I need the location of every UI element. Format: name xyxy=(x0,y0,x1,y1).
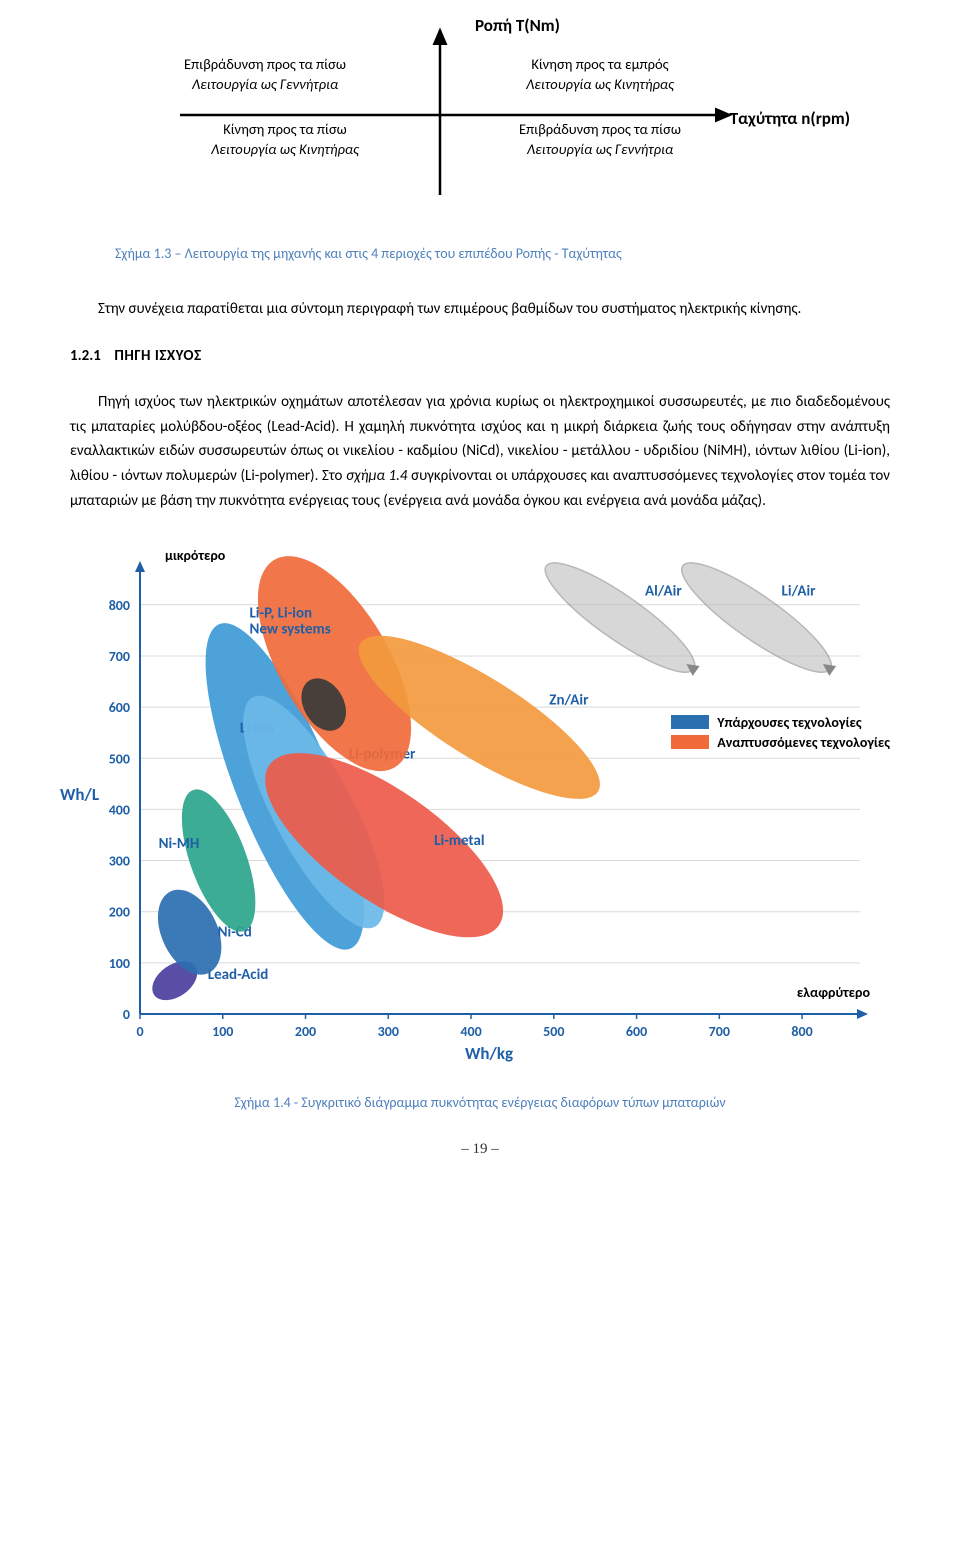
svg-text:Li-metal: Li-metal xyxy=(434,832,484,850)
svg-text:100: 100 xyxy=(212,1023,233,1040)
svg-text:100: 100 xyxy=(109,954,130,971)
svg-text:200: 200 xyxy=(109,903,130,920)
q4-line2: Λειτουργία ως Γεννήτρια xyxy=(527,140,673,158)
page-number: – 19 – xyxy=(70,1141,890,1158)
chart-svg: 0 100 200 300 400 500 600 700 800 0 100 200 300 400 50… xyxy=(70,539,890,1069)
q2-line1: Επιβράδυνση προς τα πίσω xyxy=(184,55,346,73)
svg-text:200: 200 xyxy=(295,1023,316,1040)
q3-line2: Λειτουργία ως Κινητήρας xyxy=(211,140,359,158)
legend-swatch-developing xyxy=(671,735,709,749)
section-heading: 1.2.1 ΠΗΓΗ ΙΣΧΥΟΣ xyxy=(70,347,890,365)
quadrant-3-label: Κίνηση προς τα πίσω Λειτουργία ως Κινητή… xyxy=(165,120,405,159)
quadrant-4-label: Επιβράδυνση προς τα πίσω Λειτουργία ως Γ… xyxy=(480,120,720,159)
svg-text:0: 0 xyxy=(123,1006,130,1023)
q1-line1: Κίνηση προς τα εμπρός xyxy=(531,55,668,73)
legend-label-existing: Υπάρχουσες τεχνολογίες xyxy=(717,714,861,731)
svg-text:400: 400 xyxy=(460,1023,481,1040)
svg-text:700: 700 xyxy=(109,647,130,664)
q2-line2: Λειτουργία ως Γεννήτρια xyxy=(192,75,338,93)
svg-text:0: 0 xyxy=(136,1023,143,1040)
quadrant-1-label: Κίνηση προς τα εμπρός Λειτουργία ως Κινη… xyxy=(480,55,720,94)
legend-label-developing: Αναπτυσσόμενες τεχνολογίες xyxy=(717,734,890,751)
svg-text:Ni-MH: Ni-MH xyxy=(159,834,200,852)
quadrant-2-label: Επιβράδυνση προς τα πίσω Λειτουργία ως Γ… xyxy=(145,55,385,94)
paragraph-1: Στην συνέχεια παρατίθεται μια σύντομη πε… xyxy=(70,297,890,322)
battery-density-chart: μικρότερο Wh/L 0100200300400500600700800… xyxy=(70,539,890,1069)
figure-1-4-caption: Σχήμα 1.4 - Συγκριτικό διάγραμμα πυκνότη… xyxy=(70,1094,890,1111)
four-quadrant-diagram: Ροπή T(Nm) Ταχύτητα n(rpm) Επιβράδυνση π… xyxy=(140,20,820,220)
svg-text:Li/Air: Li/Air xyxy=(782,582,817,600)
svg-text:Zn/Air: Zn/Air xyxy=(549,691,589,709)
svg-text:Al/Air: Al/Air xyxy=(645,582,682,600)
paragraph-2: Πηγή ισχύος των ηλεκτρικών οχημάτων αποτ… xyxy=(70,390,890,514)
svg-text:700: 700 xyxy=(709,1023,730,1040)
q3-line1: Κίνηση προς τα πίσω xyxy=(223,120,347,138)
svg-text:300: 300 xyxy=(109,852,130,869)
svg-text:300: 300 xyxy=(378,1023,399,1040)
chart-x-label: Wh/kg xyxy=(465,1043,513,1064)
svg-text:600: 600 xyxy=(626,1023,647,1040)
svg-text:800: 800 xyxy=(109,596,130,613)
svg-text:500: 500 xyxy=(109,750,130,767)
section-number: 1.2.1 xyxy=(70,347,101,365)
annot-lighter: ελαφρύτερο xyxy=(797,984,870,1001)
svg-text:800: 800 xyxy=(791,1023,812,1040)
svg-text:New systems: New systems xyxy=(249,620,330,638)
svg-text:400: 400 xyxy=(109,801,130,818)
chart-legend: Υπάρχουσες τεχνολογίες Αναπτυσσόμενες τε… xyxy=(671,714,890,754)
svg-text:Lead-Acid: Lead-Acid xyxy=(208,966,269,984)
svg-text:500: 500 xyxy=(543,1023,564,1040)
q1-line2: Λειτουργία ως Κινητήρας xyxy=(526,75,674,93)
q4-line1: Επιβράδυνση προς τα πίσω xyxy=(519,120,681,138)
legend-developing: Αναπτυσσόμενες τεχνολογίες xyxy=(671,734,890,751)
figure-reference: σχήμα 1.4 xyxy=(346,467,407,485)
legend-swatch-existing xyxy=(671,715,709,729)
section-title: ΠΗΓΗ ΙΣΧΥΟΣ xyxy=(114,347,201,365)
figure-1-3-caption: Σχήμα 1.3 – Λειτουργία της μηχανής και σ… xyxy=(115,245,890,262)
svg-text:600: 600 xyxy=(109,699,130,716)
legend-existing: Υπάρχουσες τεχνολογίες xyxy=(671,714,890,731)
